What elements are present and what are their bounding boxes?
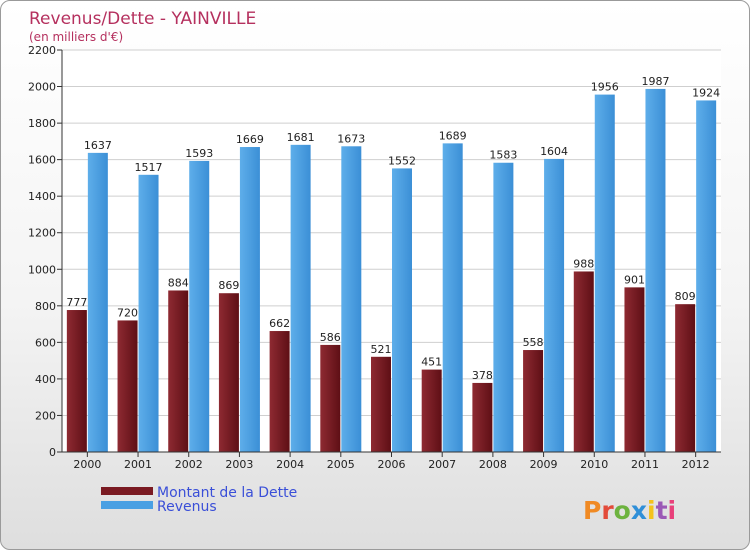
- x-tick-label: 2006: [378, 458, 406, 471]
- x-tick-label: 2004: [276, 458, 304, 471]
- bar-dette: [371, 356, 391, 452]
- bar-dette: [66, 310, 87, 452]
- logo-letter: x: [631, 496, 647, 525]
- x-tick-label: 2003: [225, 458, 253, 471]
- value-label-dette: 777: [66, 296, 87, 309]
- bar-revenus: [544, 158, 565, 452]
- value-label-revenus: 1552: [388, 154, 416, 167]
- bar-dette: [218, 293, 239, 452]
- bar-dette: [168, 290, 189, 452]
- bar-dette: [523, 350, 544, 452]
- logo-letter: P: [583, 496, 601, 525]
- logo-letter: t: [656, 496, 668, 525]
- chart-title: Revenus/Dette - YAINVILLE: [29, 9, 256, 29]
- value-label-revenus: 1593: [185, 147, 213, 160]
- value-label-revenus: 1637: [84, 139, 112, 152]
- value-label-revenus: 1604: [540, 145, 568, 158]
- value-label-dette: 901: [624, 273, 645, 286]
- x-tick-label: 2002: [175, 458, 203, 471]
- y-tick-label: 600: [35, 336, 56, 349]
- bar-dette: [624, 287, 645, 452]
- x-tick-label: 2011: [631, 458, 659, 471]
- plot-area: [62, 50, 721, 452]
- bar-revenus: [594, 94, 615, 453]
- value-label-dette: 809: [675, 290, 696, 303]
- value-label-dette: 451: [421, 356, 442, 369]
- chart-subtitle: (en milliers d'€): [29, 30, 123, 44]
- logo-text: Proxiti: [583, 496, 676, 525]
- bar-revenus: [87, 152, 108, 452]
- value-label-revenus: 1681: [287, 131, 315, 144]
- bar-dette: [117, 320, 138, 452]
- bar-revenus: [239, 147, 260, 452]
- bar-dette: [472, 382, 493, 452]
- value-label-dette: 988: [573, 257, 594, 270]
- value-label-revenus: 1987: [641, 75, 669, 88]
- bar-dette: [573, 271, 594, 452]
- x-axis: 2000 2001 2002 2003 2004 2005 2006 2007 2008 2009…: [62, 451, 721, 471]
- value-label-dette: 662: [269, 317, 290, 330]
- bar-dette: [421, 369, 442, 452]
- bar-revenus: [138, 174, 159, 452]
- y-axis: 0 200 400 600 800 1000 1200 1400 1600 1800 2000 220…: [28, 44, 63, 459]
- bar-revenus: [189, 160, 210, 452]
- bar-revenus: [341, 146, 362, 452]
- y-tick-label: 1400: [28, 190, 56, 203]
- bar-revenus: [493, 162, 514, 452]
- logo-letter: o: [614, 496, 631, 525]
- value-label-dette: 586: [320, 331, 341, 344]
- bar-revenus: [645, 88, 666, 453]
- x-tick-label: 2007: [428, 458, 456, 471]
- bar-dette: [320, 344, 341, 452]
- y-tick-label: 1000: [28, 263, 56, 276]
- value-label-dette: 378: [472, 369, 493, 382]
- y-tick-label: 2200: [28, 44, 56, 57]
- x-tick-label: 2012: [682, 458, 710, 471]
- y-tick-label: 2000: [28, 81, 56, 94]
- value-label-dette: 869: [218, 279, 239, 292]
- x-tick-label: 2010: [580, 458, 608, 471]
- legend-label-dette: Montant de la Dette: [157, 485, 297, 501]
- value-label-revenus: 1669: [236, 133, 264, 146]
- legend-label-revenus: Revenus: [157, 499, 217, 515]
- value-label-revenus: 1583: [489, 149, 517, 162]
- legend-swatch-revenus: [101, 501, 153, 509]
- y-tick-label: 1600: [28, 154, 56, 167]
- y-tick-label: 0: [49, 446, 56, 459]
- bars: 777 1637 720 1517 884 1593 869 1669 662 1681 586 16…: [66, 75, 720, 453]
- y-tick-label: 400: [35, 373, 56, 386]
- value-label-dette: 521: [371, 343, 392, 356]
- x-tick-label: 2009: [530, 458, 558, 471]
- proxiti-logo: Proxiti: [583, 496, 676, 525]
- bar-dette: [269, 331, 290, 452]
- value-label-revenus: 1956: [591, 81, 619, 94]
- logo-letter: r: [601, 496, 614, 525]
- bar-revenus: [392, 168, 412, 452]
- bar-revenus: [442, 143, 463, 452]
- value-label-dette: 558: [523, 336, 544, 349]
- value-label-revenus: 1924: [692, 86, 720, 99]
- x-tick-label: 2001: [124, 458, 152, 471]
- x-tick-label: 2000: [73, 458, 101, 471]
- y-tick-label: 200: [35, 409, 56, 422]
- y-tick-label: 800: [35, 300, 56, 313]
- value-label-revenus: 1673: [337, 132, 365, 145]
- value-label-revenus: 1689: [439, 129, 467, 142]
- y-tick-label: 1200: [28, 227, 56, 240]
- bar-dette: [675, 304, 696, 452]
- y-tick-label: 1800: [28, 117, 56, 130]
- bar-revenus: [696, 100, 717, 452]
- value-label-dette: 884: [168, 276, 189, 289]
- legend-swatch-dette: [101, 487, 153, 495]
- x-tick-label: 2008: [479, 458, 507, 471]
- bar-revenus: [290, 144, 311, 452]
- x-tick-label: 2005: [327, 458, 355, 471]
- value-label-revenus: 1517: [135, 161, 163, 174]
- logo-letter: i: [668, 496, 677, 525]
- logo-letter: i: [647, 496, 656, 525]
- value-label-dette: 720: [117, 306, 138, 319]
